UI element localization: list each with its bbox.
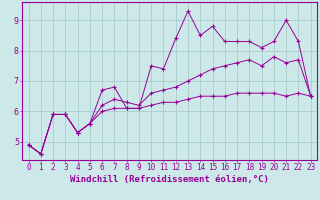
X-axis label: Windchill (Refroidissement éolien,°C): Windchill (Refroidissement éolien,°C)	[70, 175, 269, 184]
